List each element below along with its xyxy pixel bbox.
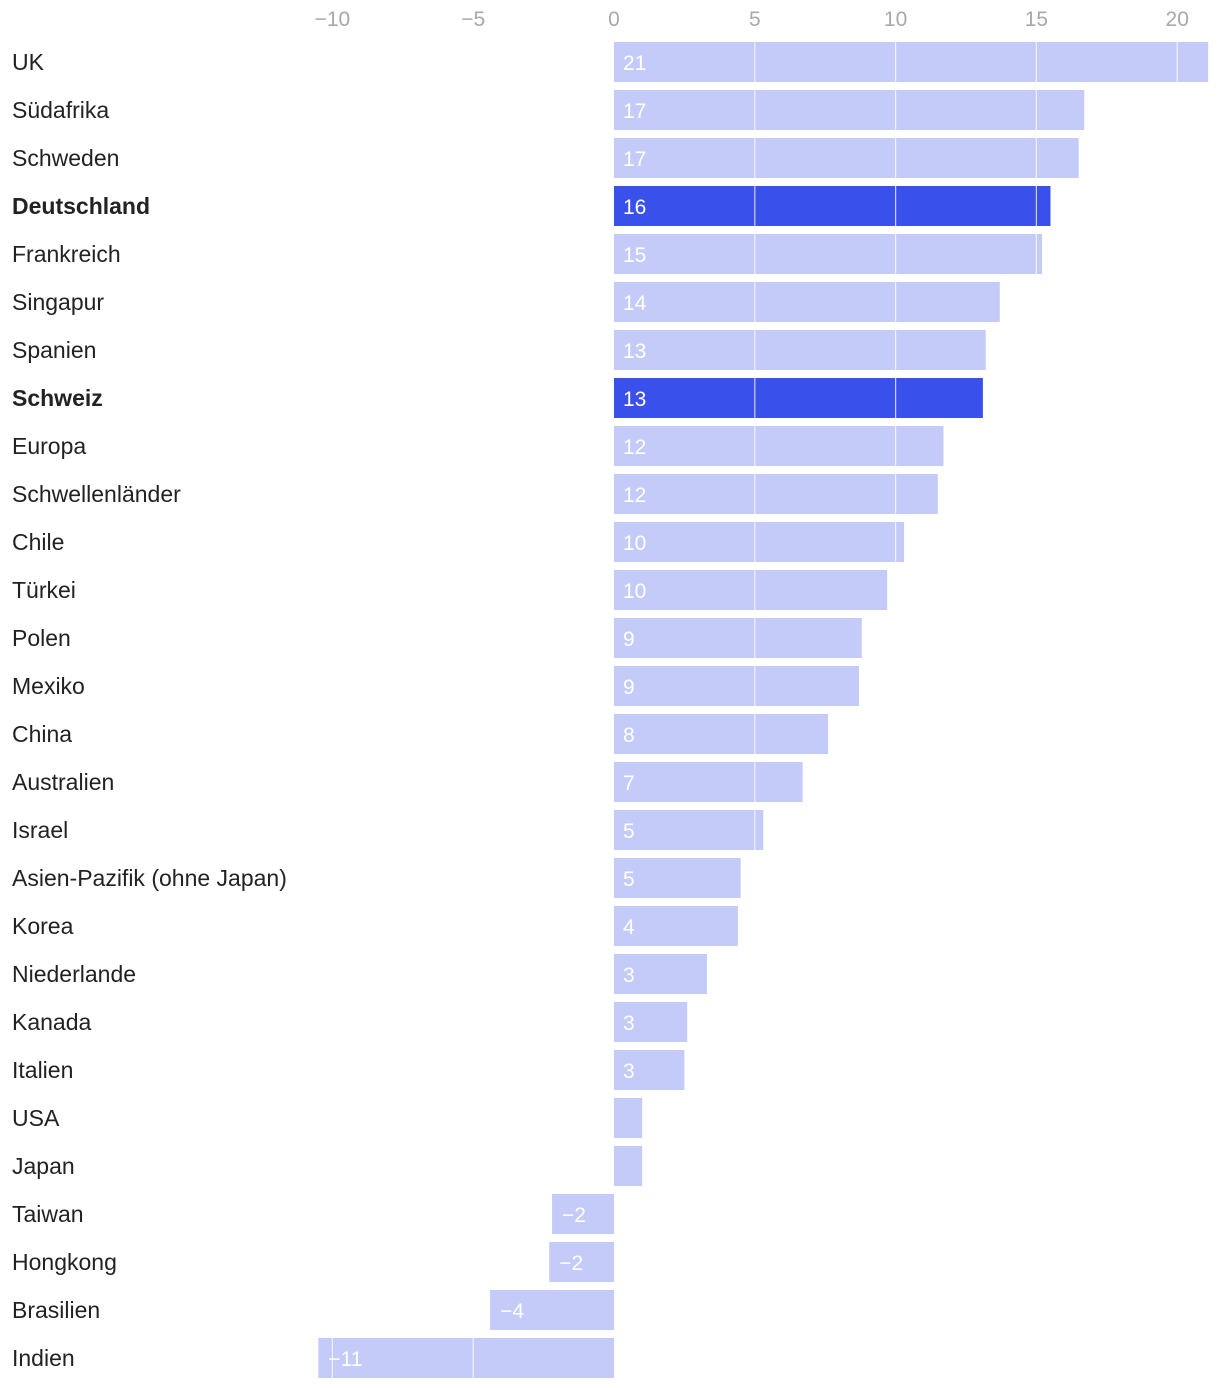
x-tick-label: −10 [315, 8, 351, 31]
category-label-schweiz: Schweiz [12, 385, 103, 411]
bar-brasilien [490, 1290, 614, 1330]
category-label-korea: Korea [12, 913, 74, 939]
bar-frankreich [614, 234, 1043, 274]
value-label-turkei: 10 [623, 580, 646, 603]
category-label-niederlande: Niederlande [12, 961, 136, 987]
bar-taiwan [552, 1194, 614, 1234]
value-label-spanien: 13 [623, 340, 646, 363]
category-label-spanien: Spanien [12, 337, 96, 363]
category-label-schweden: Schweden [12, 145, 119, 171]
category-label-asien-pazifik-ohne-japan: Asien-Pazifik (ohne Japan) [12, 865, 287, 891]
x-tick-label: 0 [608, 8, 620, 31]
bar-hongkong [549, 1242, 614, 1282]
category-label-japan: Japan [12, 1153, 75, 1179]
value-label-sudafrika: 17 [623, 100, 646, 123]
category-label-sudafrika: Südafrika [12, 97, 109, 123]
value-label-israel: 5 [623, 820, 635, 843]
category-label-kanada: Kanada [12, 1009, 92, 1035]
category-label-hongkong: Hongkong [12, 1249, 117, 1275]
bar-australien [614, 762, 803, 802]
bar-japan [614, 1146, 643, 1186]
category-label-australien: Australien [12, 769, 114, 795]
bar-kanada [614, 1002, 688, 1042]
category-label-uk: UK [12, 49, 45, 75]
bar-europa [614, 426, 944, 466]
x-tick-label: 5 [749, 8, 761, 31]
bar-mexiko [614, 666, 859, 706]
bar-italien [614, 1050, 685, 1090]
value-label-deutschland: 16 [623, 196, 646, 219]
bar-singapur [614, 282, 1000, 322]
bar-chile [614, 522, 905, 562]
value-label-schweiz: 13 [623, 388, 646, 411]
category-label-singapur: Singapur [12, 289, 104, 315]
value-label-schweden: 17 [623, 148, 646, 171]
value-label-kanada: 3 [623, 1012, 635, 1035]
value-label-uk: 21 [623, 52, 646, 75]
bar-spanien [614, 330, 986, 370]
value-label-schwellenlander: 12 [623, 484, 646, 507]
category-label-usa: USA [12, 1105, 60, 1131]
x-tick-label: 10 [884, 8, 907, 31]
x-axis-ticks: −10 −5 0 5 10 15 20 [315, 8, 1189, 31]
bar-korea [614, 906, 738, 946]
category-label-mexiko: Mexiko [12, 673, 85, 699]
category-label-indien: Indien [12, 1345, 75, 1371]
bar-schweiz [614, 378, 983, 418]
value-label-singapur: 14 [623, 292, 647, 315]
bar-deutschland [614, 186, 1051, 226]
value-label-indien: −11 [328, 1348, 362, 1371]
category-label-deutschland: Deutschland [12, 193, 150, 219]
bar-asien-pazifik-ohne-japan [614, 858, 741, 898]
value-label-mexiko: 9 [623, 676, 635, 699]
category-labels: UK Südafrika Schweden Deutschland Frankreich… [12, 49, 287, 1371]
x-tick-label: −5 [461, 8, 485, 31]
value-label-china: 8 [623, 724, 635, 747]
bar-uk [614, 42, 1209, 82]
category-label-polen: Polen [12, 625, 71, 651]
category-label-frankreich: Frankreich [12, 241, 121, 267]
value-label-taiwan: −2 [562, 1204, 586, 1227]
value-label-niederlande: 3 [623, 964, 635, 987]
bar-israel [614, 810, 764, 850]
category-label-italien: Italien [12, 1057, 73, 1083]
value-label-korea: 4 [623, 916, 635, 939]
value-label-asien-pazifik-ohne-japan: 5 [623, 868, 635, 891]
value-label-chile: 10 [623, 532, 646, 555]
category-label-brasilien: Brasilien [12, 1297, 100, 1323]
value-label-polen: 9 [623, 628, 635, 651]
gridlines-group [331, 40, 1178, 1382]
category-label-china: China [12, 721, 72, 747]
value-label-europa: 12 [623, 436, 646, 459]
category-label-turkei: Türkei [12, 577, 76, 603]
bar-sudafrika [614, 90, 1085, 130]
value-label-hongkong: −2 [559, 1252, 583, 1275]
value-label-frankreich: 15 [623, 244, 646, 267]
value-label-australien: 7 [623, 772, 635, 795]
bar-indien [318, 1338, 614, 1378]
x-tick-label: 15 [1025, 8, 1048, 31]
value-labels: 21 17 17 16 15 14 13 13 12 12 10 10 9 9 8 7 5 5 4 3 3 3 −2 −2 −4… [328, 52, 646, 1371]
bar-china [614, 714, 829, 754]
x-tick-label: 20 [1166, 8, 1189, 31]
value-label-brasilien: −4 [500, 1300, 524, 1323]
bar-turkei [614, 570, 888, 610]
bars-group [318, 42, 1209, 1378]
category-label-schwellenlander: Schwellenländer [12, 481, 181, 507]
bar-schweden [614, 138, 1079, 178]
value-label-italien: 3 [623, 1060, 635, 1083]
category-label-chile: Chile [12, 529, 64, 555]
category-label-europa: Europa [12, 433, 86, 459]
bar-usa [614, 1098, 643, 1138]
category-label-israel: Israel [12, 817, 68, 843]
category-label-taiwan: Taiwan [12, 1201, 84, 1227]
bar-schwellenlander [614, 474, 938, 514]
bar-niederlande [614, 954, 707, 994]
bar-polen [614, 618, 862, 658]
